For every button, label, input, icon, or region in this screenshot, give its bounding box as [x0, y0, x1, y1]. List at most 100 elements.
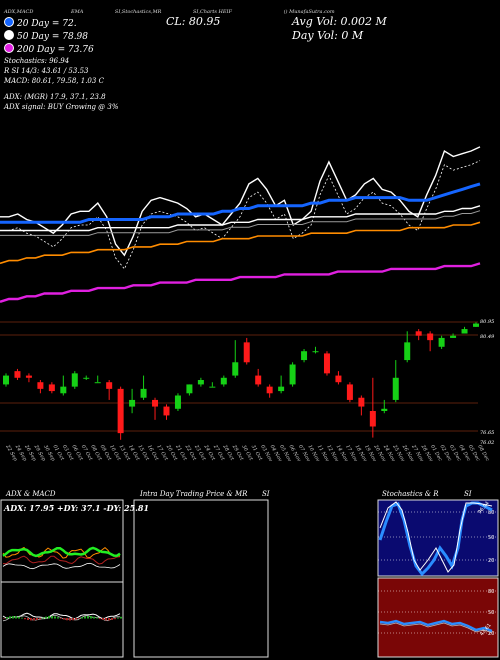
- macd-histogram-bar: [15, 616, 17, 619]
- macd-histogram-bar: [102, 618, 104, 620]
- stoch-bottom-tick: 20: [488, 631, 494, 637]
- macd-histogram-bar: [3, 618, 5, 619]
- series-line-close: [0, 146, 481, 257]
- adx-panel-title: ADX & MACD: [6, 490, 56, 498]
- series-line-close-dotted: [0, 160, 481, 270]
- stoch-top-tick: 20: [488, 558, 494, 564]
- macd-histogram-bar: [87, 616, 89, 619]
- macd-histogram-bar: [12, 616, 14, 619]
- candle-body: [473, 323, 479, 327]
- macd-histogram-bar: [84, 616, 86, 619]
- candle-body: [60, 386, 67, 394]
- intraday-panel-right-label: SI: [262, 490, 270, 498]
- candle-body: [323, 353, 330, 374]
- header-item-charts: SI,Charts HEIF: [192, 9, 232, 15]
- rsi-signal-line: [379, 622, 493, 634]
- ytick-top-2: 80.49: [480, 334, 495, 340]
- stoch-bottom-frame: [377, 577, 499, 658]
- macd-histogram-bar: [30, 618, 32, 621]
- rsi-value-line: R SI 14/3: 43.61 / 53.53: [4, 67, 89, 75]
- candle-body: [461, 329, 468, 334]
- candle-body: [48, 384, 55, 392]
- candle-body: [25, 375, 32, 378]
- macd-histogram-bar: [24, 618, 26, 620]
- candle-body: [301, 351, 308, 361]
- macd-histogram-bar: [42, 617, 44, 619]
- candle-body: [14, 371, 21, 378]
- candle-body: [117, 388, 124, 434]
- avg-vol-label: Avg Vol: 0.002 M: [292, 15, 387, 28]
- macd-histogram-bar: [9, 616, 11, 619]
- candle-body: [358, 397, 365, 407]
- header-item-ema: EMA: [70, 9, 84, 15]
- candle-body: [83, 377, 90, 379]
- header-bar: ADX,MACD EMA SI,Stochastics,MR SI,Charts…: [4, 9, 496, 15]
- ema20-line: 20 Day = 72.: [4, 17, 119, 30]
- candle-body: [220, 377, 227, 385]
- intraday-panel-frame: [133, 499, 269, 658]
- macd-histogram-bar: [60, 618, 62, 619]
- candle-body: [346, 384, 353, 400]
- macd-histogram-bar: [21, 617, 23, 619]
- ema200-text: 200 Day = 73.76: [17, 45, 94, 55]
- candle-body: [232, 362, 239, 376]
- series-line-20-day: [0, 182, 481, 224]
- series-line-100-day: [0, 221, 481, 265]
- stoch-top-tick: 80: [488, 510, 494, 516]
- stoch-panel-right-label: SI: [464, 490, 472, 498]
- macd-histogram-bar: [120, 616, 122, 619]
- candle-body: [94, 382, 101, 384]
- macd-histogram-bar: [96, 617, 98, 619]
- candle-body: [186, 384, 193, 394]
- candle-body: [37, 382, 44, 389]
- stoch-bottom-tick: 50: [488, 610, 494, 616]
- header-item-munafa: () MunafaSutra.com: [283, 9, 335, 15]
- rsi-line: [379, 619, 493, 633]
- macd-histogram-bar: [48, 616, 50, 619]
- candle-body: [381, 408, 388, 411]
- candle-body: [335, 375, 342, 383]
- ema50-text: 50 Day = 78.98: [17, 32, 89, 42]
- candle-body: [415, 331, 422, 336]
- info-block: 20 Day = 72. 50 Day = 78.98 200 Day = 73…: [4, 17, 119, 112]
- macd-histogram-bar: [117, 617, 119, 619]
- series-line-50-day: [0, 205, 481, 232]
- stoch-value-line: Stochastics: 96.94: [4, 57, 70, 65]
- adx-panel-frame: [0, 499, 124, 658]
- candle-body: [163, 406, 170, 416]
- macd-histogram-bar: [90, 616, 92, 619]
- candle-body: [266, 386, 273, 394]
- adx-line-green: [2, 546, 121, 558]
- macd-histogram-bar: [69, 618, 71, 621]
- stoch-d-line: [379, 501, 493, 573]
- header-item-adx: ADX,MACD: [4, 9, 34, 15]
- macd-histogram-bar: [57, 617, 59, 619]
- macd-histogram-bar: [78, 618, 80, 619]
- adx-signal-line: ADX signal: BUY Growing @ 3%: [4, 103, 119, 111]
- macd-histogram-bar: [72, 618, 74, 621]
- candle-body: [255, 375, 262, 385]
- adx-panel-subtitle: ADX: 17.95 +DY: 37.1 -DY: 25.81: [4, 503, 150, 513]
- macd-histogram-bar: [66, 618, 68, 621]
- macd-histogram-bar: [108, 618, 110, 621]
- candle-body: [369, 411, 376, 427]
- macd-line-white: [2, 612, 121, 620]
- macd-histogram-bar: [54, 616, 56, 619]
- macd-histogram-bar: [18, 616, 20, 619]
- candle-body: [438, 337, 445, 347]
- candle-body: [152, 399, 159, 407]
- candle-body: [392, 377, 399, 400]
- series-line-50-day-lower: [0, 210, 481, 236]
- macd-histogram-bar: [81, 617, 83, 619]
- ytick-top-1: 80.95: [480, 319, 495, 325]
- macd-histogram-bar: [33, 618, 35, 621]
- candle-body: [3, 375, 9, 385]
- ema20-swatch: [4, 17, 14, 27]
- candle-body: [289, 364, 296, 385]
- macd-histogram-bar: [27, 618, 29, 621]
- macd-histogram-bar: [93, 616, 95, 619]
- macd-histogram-bar: [105, 618, 107, 621]
- ema50-swatch: [4, 30, 14, 40]
- candle-body: [404, 342, 411, 361]
- candle-body: [174, 395, 181, 409]
